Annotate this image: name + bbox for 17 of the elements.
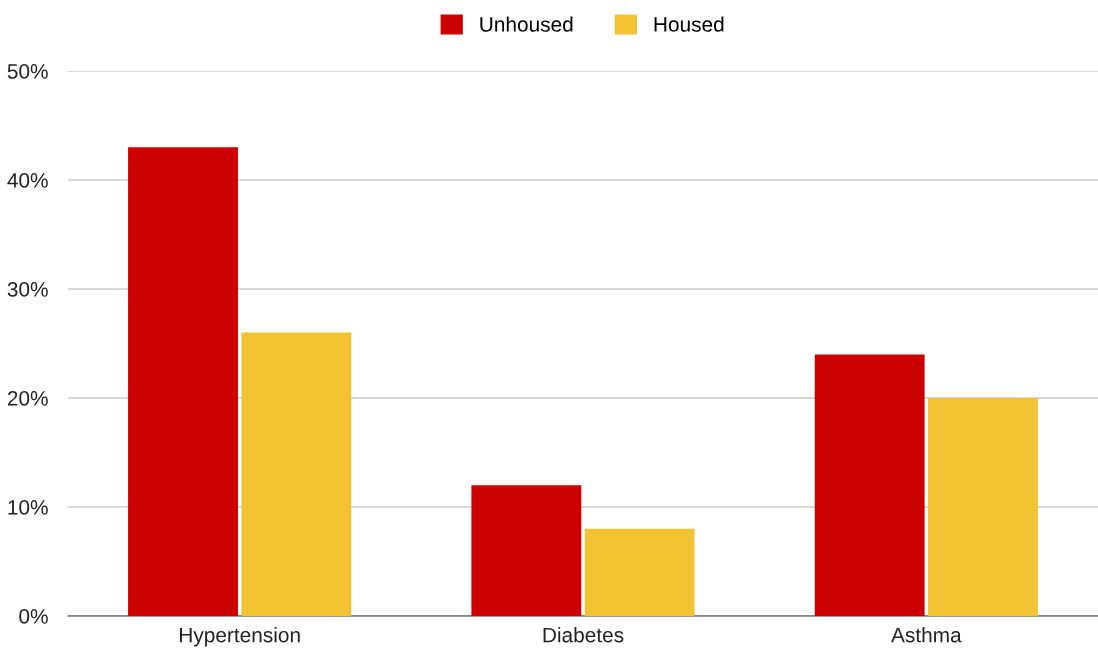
bar bbox=[584, 528, 695, 616]
y-tick-label: 50% bbox=[7, 64, 48, 79]
bar bbox=[928, 398, 1038, 616]
bar bbox=[241, 332, 352, 616]
x-tick-label: Asthma bbox=[891, 627, 962, 643]
legend-label: Housed bbox=[654, 16, 724, 32]
bar bbox=[814, 354, 925, 616]
y-tick-label: 30% bbox=[7, 282, 48, 297]
x-tick-label: Hypertension bbox=[180, 627, 300, 647]
y-tick-label: 0% bbox=[19, 609, 48, 624]
legend-label: Unhoused bbox=[480, 16, 573, 32]
x-tick-label: Diabetes bbox=[543, 627, 624, 643]
bar bbox=[471, 485, 582, 616]
bar bbox=[128, 147, 238, 616]
y-tick-label: 10% bbox=[8, 500, 48, 515]
y-tick-label: 20% bbox=[7, 391, 48, 406]
y-tick-label: 40% bbox=[7, 173, 48, 188]
